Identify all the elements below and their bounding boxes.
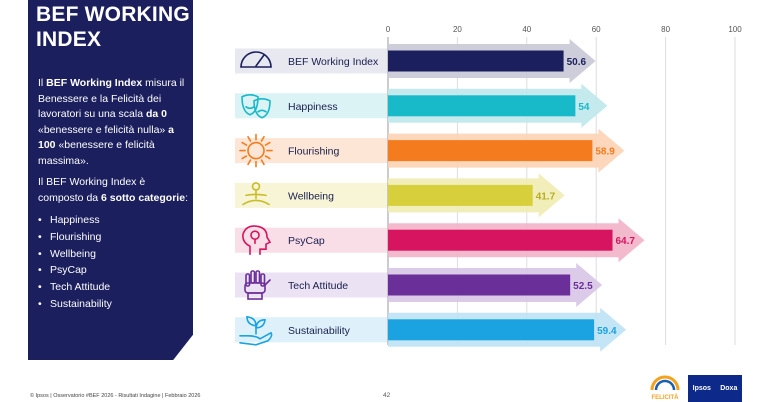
- category-band: [235, 138, 390, 164]
- title-line-1: BEF WORKING: [36, 3, 190, 26]
- bar-value-label: 50.6: [567, 57, 587, 68]
- bar: [388, 184, 533, 206]
- x-tick-label: 40: [522, 25, 531, 34]
- bar-value-label: 54: [578, 102, 590, 113]
- description-paragraph-2: Il BEF Working Index è composto da 6 sot…: [38, 176, 188, 204]
- category-label: BEF Working Index: [288, 56, 379, 68]
- footer-source: © Ipsos | Osservatorio #BEF 2026 - Risul…: [30, 393, 201, 399]
- felicita-logo: FELICITÀ: [650, 375, 680, 401]
- page-number: 42: [383, 392, 391, 399]
- category-list-item: Tech Attitude: [38, 279, 188, 296]
- plant-hand-icon: [239, 315, 273, 346]
- bar: [388, 95, 576, 117]
- ipsos-doxa-logo: Ipsos Doxa: [688, 375, 742, 402]
- theater-masks-icon: [241, 94, 271, 119]
- category-label: Happiness: [288, 101, 338, 113]
- felicita-logo-text: FELICITÀ: [652, 394, 680, 401]
- category-label: Sustainability: [288, 325, 351, 337]
- category-list: Happiness Flourishing Wellbeing PsyCap T…: [38, 212, 188, 313]
- bar-value-label: 58.9: [595, 147, 615, 158]
- ipsos-logo-text: Ipsos: [692, 385, 711, 392]
- doxa-logo-text: Doxa: [720, 385, 738, 392]
- category-list-item: Sustainability: [38, 296, 188, 313]
- bar: [388, 229, 613, 251]
- bar-value-label: 41.7: [536, 191, 556, 202]
- page-title: BEF WORKING INDEX: [36, 2, 191, 52]
- bar-value-label: 52.5: [573, 281, 593, 292]
- sun-icon: [239, 133, 273, 168]
- bar-value-label: 59.4: [597, 326, 617, 337]
- description-text: Il BEF Working Index misura il Benessere…: [38, 76, 188, 313]
- meditation-icon: [242, 182, 270, 206]
- category-list-item: PsyCap: [38, 262, 188, 279]
- x-tick-label: 100: [728, 25, 742, 34]
- head-lightbulb-icon: [242, 225, 272, 255]
- category-label: PsyCap: [288, 235, 325, 247]
- category-label: Wellbeing: [288, 190, 334, 202]
- robot-hand-icon: [244, 270, 271, 300]
- category-list-item: Happiness: [38, 212, 188, 229]
- category-label: Flourishing: [288, 146, 340, 158]
- category-list-item: Flourishing: [38, 229, 188, 246]
- description-paragraph-1: Il BEF Working Index misura il Benessere…: [38, 77, 185, 167]
- x-tick-label: 20: [453, 25, 462, 34]
- bar: [388, 50, 564, 72]
- description-panel: BEF WORKING INDEX Il BEF Working Index m…: [28, 0, 193, 360]
- category-label: Tech Attitude: [288, 280, 348, 292]
- x-tick-label: 80: [661, 25, 670, 34]
- bar: [388, 319, 595, 341]
- bar-value-label: 64.7: [616, 236, 636, 247]
- category-list-item: Wellbeing: [38, 246, 188, 263]
- bar: [388, 274, 571, 296]
- title-line-2: INDEX: [36, 28, 102, 51]
- category-band: [235, 93, 390, 119]
- x-tick-label: 0: [386, 25, 391, 34]
- x-tick-label: 60: [592, 25, 601, 34]
- bar: [388, 140, 593, 162]
- gauge-icon: [240, 51, 272, 68]
